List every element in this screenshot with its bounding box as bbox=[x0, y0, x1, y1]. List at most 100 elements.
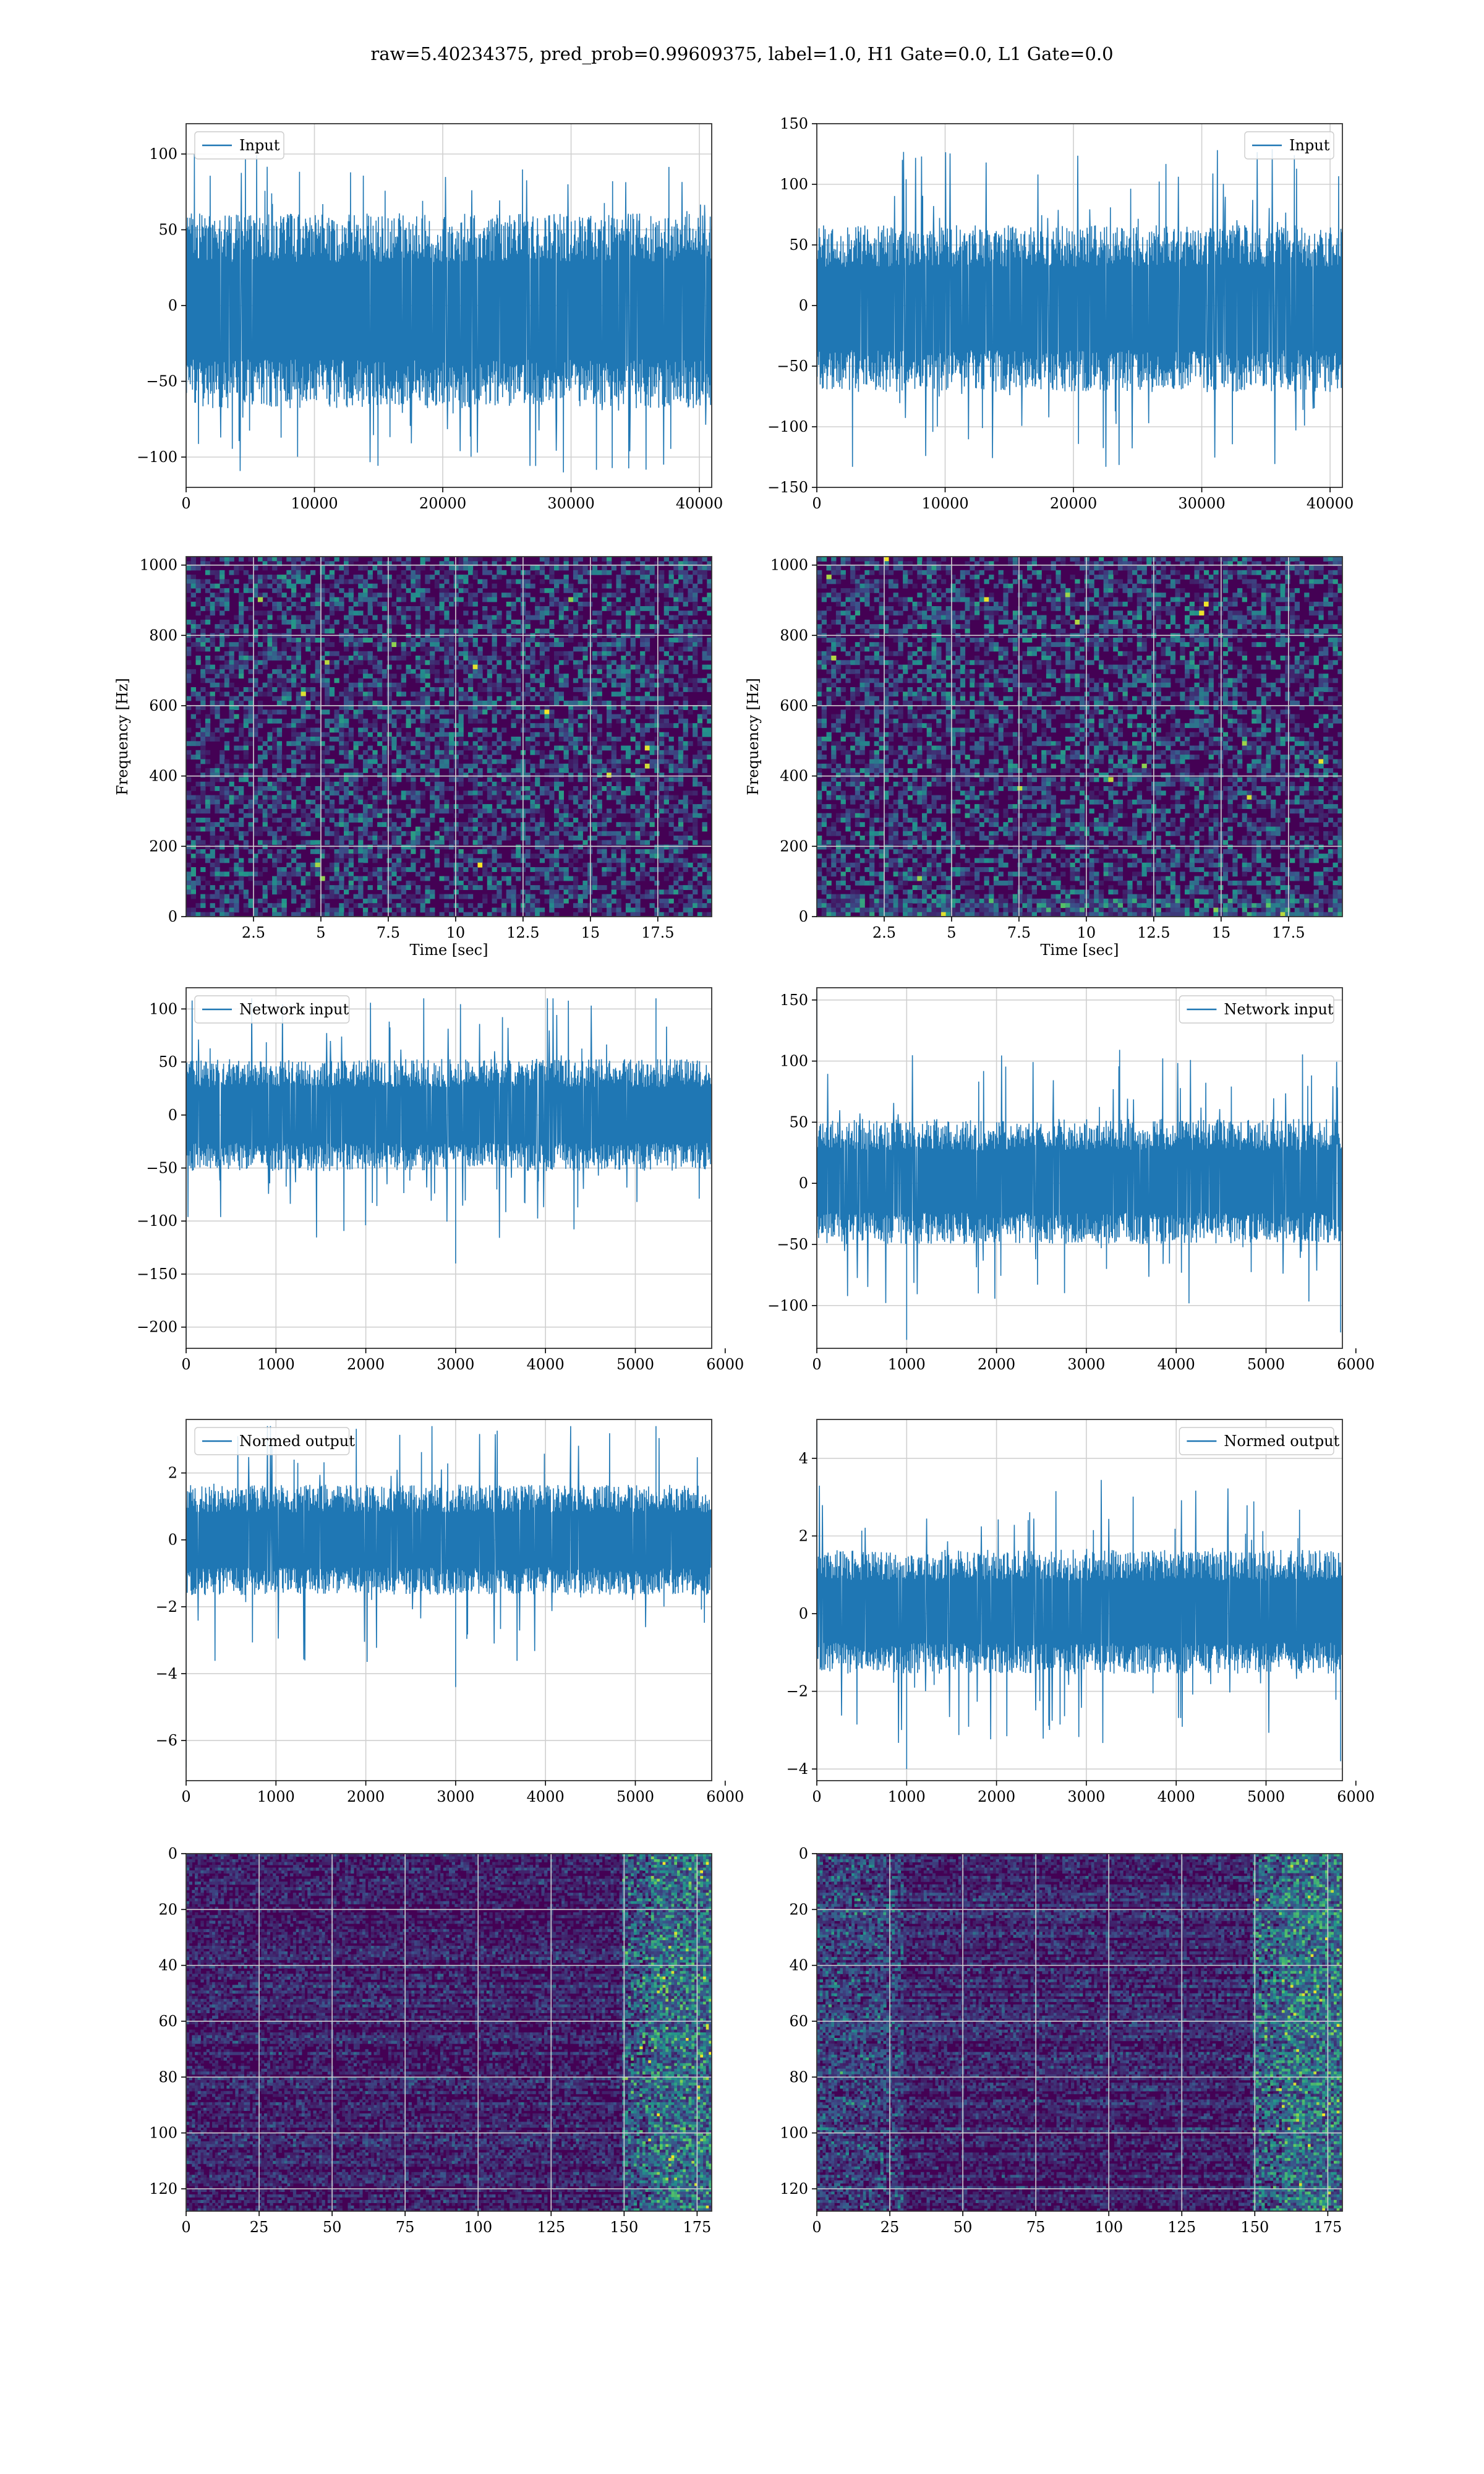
y-tick-label: 0 bbox=[799, 1175, 808, 1192]
y-tick-label: 0 bbox=[168, 1531, 177, 1549]
x-tick-label: 15 bbox=[581, 924, 600, 941]
x-tick-label: 1000 bbox=[888, 1788, 926, 1805]
grid-lines bbox=[186, 1419, 712, 1781]
y-tick-label: 100 bbox=[149, 145, 177, 163]
series-line bbox=[817, 993, 1342, 1340]
x-tick-label: 17.5 bbox=[1272, 924, 1305, 941]
x-tick-label: 2.5 bbox=[242, 924, 265, 941]
x-tick-label: 10 bbox=[446, 924, 466, 941]
x-tick-label: 4000 bbox=[1158, 1356, 1195, 1373]
y-tick-label: −100 bbox=[137, 448, 177, 466]
plot-frame bbox=[816, 987, 1343, 1349]
plot-frame bbox=[186, 556, 712, 917]
y-tick-label: 1000 bbox=[770, 557, 808, 574]
y-tick-label: 40 bbox=[158, 1957, 177, 1974]
y-tick-label: 0 bbox=[168, 908, 177, 925]
x-axis-label: Time [sec] bbox=[410, 941, 488, 959]
x-tick-label: 50 bbox=[323, 2219, 342, 2236]
y-tick-label: 0 bbox=[168, 1845, 177, 1862]
x-tick-label: 3000 bbox=[1067, 1788, 1105, 1805]
legend-box bbox=[1179, 995, 1334, 1024]
heatmap-cells bbox=[817, 1854, 1342, 2211]
x-tick-label: 1000 bbox=[888, 1356, 926, 1373]
x-tick-label: 7.5 bbox=[377, 924, 400, 941]
y-tick-label: 50 bbox=[158, 1053, 177, 1071]
x-tick-label: 100 bbox=[464, 2219, 492, 2236]
subplot-3: 2.5 5 7.5 10 12.5 15 17.5 0 200 400 600 800 1000 Time… bbox=[114, 556, 712, 959]
x-tick-label: 2000 bbox=[978, 1356, 1015, 1373]
y-tick-label: 600 bbox=[149, 697, 177, 714]
y-tick-label: 400 bbox=[149, 768, 177, 785]
plot-frame bbox=[816, 1853, 1343, 2212]
y-tick-label: 100 bbox=[149, 2125, 177, 2142]
series-line bbox=[186, 154, 712, 473]
x-tick-label: 0 bbox=[812, 495, 821, 512]
plot-frame bbox=[186, 1853, 712, 2212]
y-tick-label: 0 bbox=[799, 908, 808, 925]
legend-box bbox=[194, 995, 350, 1024]
y-tick-label: 20 bbox=[789, 1901, 808, 1918]
y-tick-label: 60 bbox=[158, 2013, 177, 2030]
x-tick-label: 15 bbox=[1212, 924, 1231, 941]
figure-title: raw=5.40234375, pred_prob=0.99609375, la… bbox=[0, 43, 1484, 64]
y-tick-label: 150 bbox=[780, 115, 808, 132]
x-tick-label: 50 bbox=[953, 2219, 973, 2236]
x-tick-label: 5000 bbox=[616, 1356, 654, 1373]
y-tick-label: 60 bbox=[789, 2013, 808, 2030]
tick-labels: 0 25 50 75 100 125 150 175 0 20 40 60 80 100 120 bbox=[780, 1845, 1342, 2236]
y-tick-label: 120 bbox=[780, 2180, 808, 2198]
y-tick-label: −2 bbox=[787, 1683, 808, 1700]
x-tick-label: 10 bbox=[1077, 924, 1096, 941]
y-tick-label: 0 bbox=[799, 1605, 808, 1622]
x-tick-label: 150 bbox=[1240, 2219, 1269, 2236]
legend-label: Network input bbox=[1224, 1001, 1333, 1018]
y-tick-label: 20 bbox=[158, 1901, 177, 1918]
subplot-10: 0 25 50 75 100 125 150 175 0 20 40 60 80 100 120 bbox=[780, 1845, 1343, 2236]
plot-frame bbox=[186, 1419, 712, 1781]
x-tick-label: 4000 bbox=[527, 1356, 565, 1373]
x-tick-label: 20000 bbox=[419, 495, 466, 512]
x-tick-label: 0 bbox=[181, 2219, 190, 2236]
subplot-5: 0 1000 2000 3000 4000 5000 6000−200−150−100−50… bbox=[137, 987, 744, 1373]
x-tick-label: 3000 bbox=[437, 1356, 474, 1373]
x-tick-label: 10000 bbox=[291, 495, 338, 512]
x-tick-label: 0 bbox=[181, 495, 190, 512]
legend: Input bbox=[1244, 131, 1334, 160]
subplot-2: 0 10000 20000 30000 40000 −150 −100 −50 0 50 100 15… bbox=[767, 115, 1354, 512]
y-tick-label: 4 bbox=[799, 1450, 808, 1467]
x-tick-label: 5000 bbox=[616, 1788, 654, 1805]
x-tick-label: 7.5 bbox=[1007, 924, 1031, 941]
legend-label: Normed output bbox=[1224, 1432, 1339, 1450]
grid-lines bbox=[186, 988, 712, 1348]
y-tick-label: −50 bbox=[777, 357, 808, 375]
series-line bbox=[186, 1426, 712, 1768]
y-tick-label: 200 bbox=[780, 837, 808, 855]
x-tick-label: 20000 bbox=[1050, 495, 1097, 512]
subplot-4: 2.5 5 7.5 10 12.5 15 17.5 0 200 400 600 800 1000 Time… bbox=[744, 556, 1343, 959]
y-tick-label: −6 bbox=[156, 1732, 177, 1749]
x-tick-label: 25 bbox=[881, 2219, 900, 2236]
y-tick-label: 120 bbox=[149, 2180, 177, 2198]
plot-frame bbox=[816, 1419, 1343, 1781]
y-tick-label: 100 bbox=[149, 1000, 177, 1017]
heatmap-cells bbox=[817, 557, 1342, 917]
x-tick-label: 2.5 bbox=[872, 924, 896, 941]
x-axis-label: Time [sec] bbox=[1041, 941, 1119, 959]
y-tick-label: 0 bbox=[168, 1106, 177, 1124]
series-line bbox=[817, 149, 1342, 467]
y-tick-label: −100 bbox=[767, 1297, 808, 1314]
x-tick-label: 1000 bbox=[257, 1788, 295, 1805]
y-axis-label: Frequency [Hz] bbox=[114, 678, 131, 795]
y-tick-label: −150 bbox=[137, 1265, 177, 1283]
x-tick-label: 2000 bbox=[347, 1356, 385, 1373]
y-tick-label: −50 bbox=[777, 1236, 808, 1253]
heatmap-cells bbox=[186, 557, 712, 917]
y-tick-label: 150 bbox=[780, 991, 808, 1009]
y-tick-label: 100 bbox=[780, 2125, 808, 2142]
plot-frame bbox=[816, 556, 1343, 917]
legend: Normed output bbox=[1179, 1427, 1340, 1455]
subplot-8: 0 1000 2000 3000 4000 5000 6000 −4 −2 0 2 4 Normed o… bbox=[787, 1419, 1375, 1805]
y-tick-label: 50 bbox=[789, 1113, 808, 1131]
y-tick-label: 0 bbox=[799, 1845, 808, 1862]
x-tick-label: 0 bbox=[181, 1356, 190, 1373]
